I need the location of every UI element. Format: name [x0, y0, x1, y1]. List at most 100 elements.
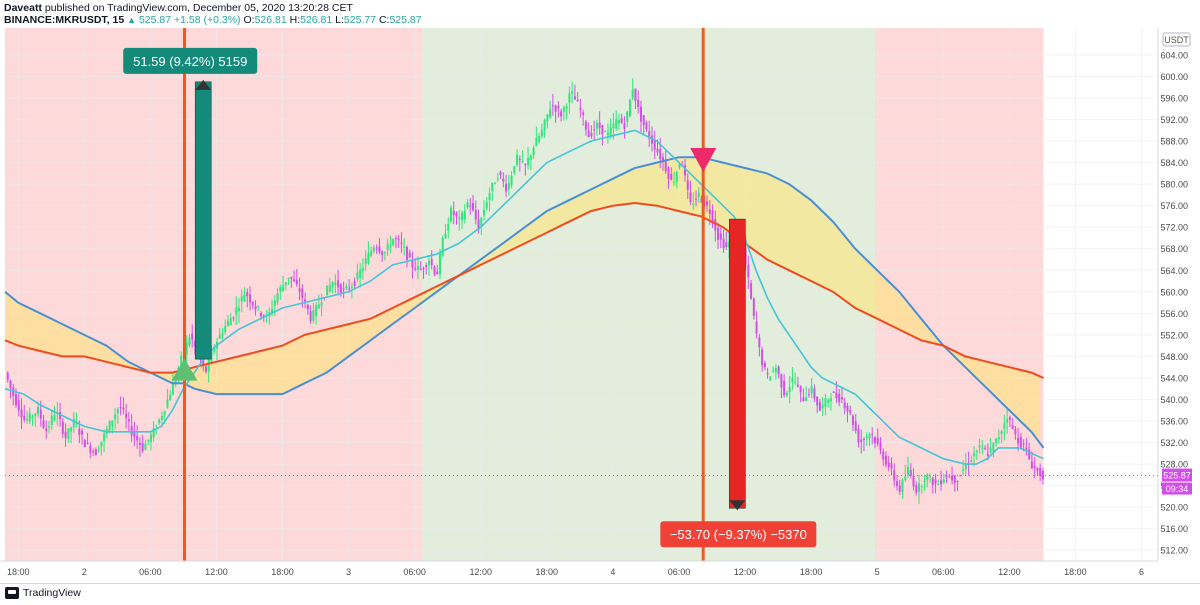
band-fill [5, 157, 1041, 444]
candle-body [755, 321, 758, 334]
candle-body [557, 105, 560, 109]
candle-body [383, 252, 386, 254]
candle-body [642, 115, 645, 126]
candle-body [604, 131, 607, 133]
candle-body [562, 107, 565, 112]
time-tick-label: 5 [875, 567, 880, 577]
price-tick-label: 540.00 [1160, 395, 1188, 405]
candle-body [650, 135, 653, 144]
candle-body [873, 437, 876, 444]
candle-body [1019, 437, 1022, 448]
candle-body [405, 246, 408, 260]
price-tick-label: 600.00 [1160, 72, 1188, 82]
price-tick-label: 576.00 [1160, 201, 1188, 211]
candle-body [342, 288, 345, 290]
author-name[interactable]: Daveatt [4, 2, 42, 14]
candle-body [229, 318, 232, 326]
candle-body [854, 421, 857, 431]
candle-body [810, 386, 813, 394]
candle-body [227, 320, 230, 326]
close-label: C: [378, 14, 390, 26]
candle-body [595, 122, 598, 129]
candle-body [6, 372, 9, 380]
candle-body [450, 207, 453, 222]
candle-body [860, 439, 863, 442]
candle-body [931, 478, 934, 486]
candle-body [37, 406, 40, 415]
tradingview-logo[interactable]: TradingView [5, 587, 81, 599]
candle-body [414, 268, 417, 270]
candle-body [444, 233, 447, 239]
zone-bearish [5, 28, 423, 561]
candle-body [312, 310, 315, 321]
publish-info: published on TradingView.com, December 0… [44, 2, 353, 14]
candle-body [389, 246, 392, 248]
open-value: 526.81 [254, 14, 287, 26]
candle-body [843, 402, 846, 409]
candle-body [678, 164, 681, 168]
candle-body [829, 398, 832, 402]
candle-body [794, 382, 797, 384]
symbol-line: BINANCE:MKRUSDT, 15 ▲ 525.87 +1.58 (+0.3… [4, 14, 422, 26]
footer-bar: TradingView [0, 583, 1200, 605]
candle-body [984, 448, 987, 450]
candle-body [606, 132, 609, 136]
candle-body [42, 420, 45, 429]
candle-body [207, 358, 210, 372]
candle-body [461, 212, 464, 221]
price-tick-label: 564.00 [1160, 266, 1188, 276]
candle-body [986, 453, 989, 456]
candle-body [378, 246, 381, 253]
candle-body [276, 293, 279, 303]
candle-body [560, 111, 563, 117]
candle-body [593, 129, 596, 131]
ma-slow-line [4, 201, 1044, 379]
candle-body [686, 180, 689, 190]
candle-body [626, 111, 629, 122]
candle-body [884, 455, 887, 465]
candle-body [81, 430, 84, 435]
zone-bullish [422, 28, 875, 561]
candle-body [260, 312, 263, 316]
candle-body [970, 460, 973, 462]
candle-body [458, 217, 461, 220]
candle-body [857, 428, 860, 443]
candle-body [1000, 431, 1003, 434]
candle-body [818, 402, 821, 411]
time-tick-label: 06:00 [139, 567, 162, 577]
tradingview-logo-text: TradingView [23, 587, 81, 599]
candle-body [419, 269, 422, 271]
candle-body [494, 183, 497, 185]
candle-body [301, 288, 304, 298]
candle-body [750, 283, 753, 299]
low-label: L: [335, 14, 344, 26]
candle-body [169, 394, 172, 401]
price-tick-label: 584.00 [1160, 158, 1188, 168]
symbol-name[interactable]: BINANCE:MKRUSDT, 15 [4, 14, 125, 26]
price-tick-label: 560.00 [1160, 287, 1188, 297]
candle-body [587, 130, 590, 138]
candle-body [78, 428, 81, 435]
candle-body [717, 227, 720, 240]
candle-body [893, 470, 896, 481]
candle-body [474, 209, 477, 220]
candle-body [17, 400, 20, 411]
candle-body [940, 480, 943, 485]
candle-body [540, 129, 543, 137]
time-tick-label: 06:00 [932, 567, 955, 577]
candle-body [623, 123, 626, 129]
candle-body [774, 367, 777, 373]
candle-body [752, 298, 755, 317]
candle-body [783, 380, 786, 396]
last-price-tag-text: 525.87 [1163, 471, 1191, 481]
candle-body [518, 158, 521, 160]
candle-body [524, 163, 527, 166]
candle-body [141, 442, 144, 451]
zone-bearish [874, 28, 1044, 561]
candle-body [127, 419, 130, 422]
candle-body [235, 307, 238, 315]
candle-body [521, 161, 524, 163]
candle-body [959, 475, 962, 477]
candle-body [100, 441, 103, 447]
